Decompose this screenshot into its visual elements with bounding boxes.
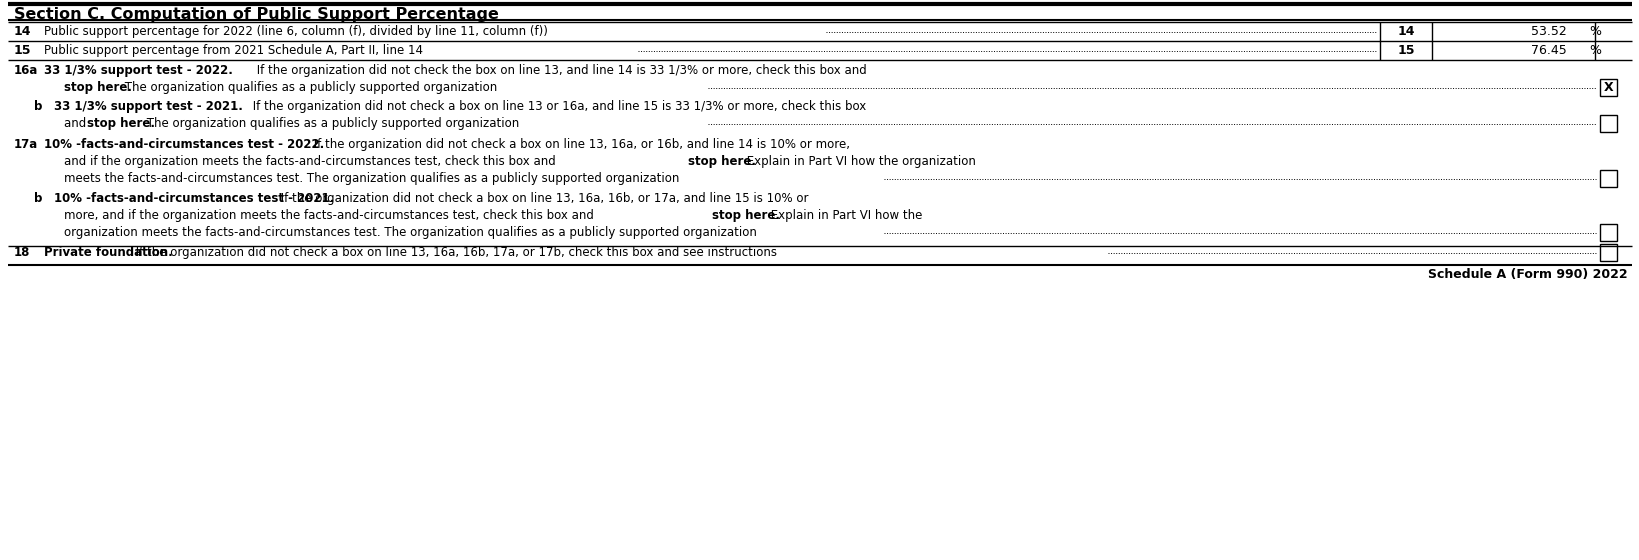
Text: 17a: 17a	[15, 138, 38, 151]
Bar	[1600, 224, 1616, 241]
Text: 15: 15	[1396, 44, 1414, 57]
Text: 33 1/3% support test - 2021.: 33 1/3% support test - 2021.	[54, 100, 243, 113]
Text: and if the organization meets the facts-and-circumstances test, check this box a: and if the organization meets the facts-…	[64, 155, 559, 168]
Text: If the organization did not check the box on line 13, and line 14 is 33 1/3% or : If the organization did not check the bo…	[252, 64, 867, 77]
Text: Public support percentage for 2022 (line 6, column (f), divided by line 11, colu: Public support percentage for 2022 (line…	[44, 25, 547, 38]
Text: 15: 15	[15, 44, 31, 57]
Text: If the organization did not check a box on line 13 or 16a, and line 15 is 33 1/3: If the organization did not check a box …	[249, 100, 865, 113]
Text: organization meets the facts-and-circumstances test. The organization qualifies : organization meets the facts-and-circums…	[64, 226, 757, 239]
Text: stop here.: stop here.	[87, 117, 156, 130]
Text: and: and	[64, 117, 90, 130]
Text: The organization qualifies as a publicly supported organization: The organization qualifies as a publicly…	[121, 81, 497, 94]
Text: 10% -facts-and-circumstances test - 2021.: 10% -facts-and-circumstances test - 2021…	[54, 192, 334, 205]
Text: Private foundation.: Private foundation.	[44, 246, 172, 259]
Text: Public support percentage from 2021 Schedule A, Part II, line 14: Public support percentage from 2021 Sche…	[44, 44, 423, 57]
Bar	[1600, 79, 1616, 96]
Text: 18: 18	[15, 246, 31, 259]
Text: Explain in Part VI how the: Explain in Part VI how the	[767, 209, 921, 222]
Bar	[1600, 115, 1616, 132]
Text: 33 1/3% support test - 2022.: 33 1/3% support test - 2022.	[44, 64, 233, 77]
Text: Explain in Part VI how the organization: Explain in Part VI how the organization	[742, 155, 975, 168]
Text: If the organization did not check a box on line 13, 16a, 16b, or 17a, and line 1: If the organization did not check a box …	[277, 192, 808, 205]
Bar	[1600, 170, 1616, 187]
Text: stop here.: stop here.	[711, 209, 780, 222]
Text: meets the facts-and-circumstances test. The organization qualifies as a publicly: meets the facts-and-circumstances test. …	[64, 172, 679, 185]
Text: The organization qualifies as a publicly supported organization: The organization qualifies as a publicly…	[143, 117, 520, 130]
Text: stop here.: stop here.	[64, 81, 131, 94]
Text: X: X	[1603, 81, 1613, 94]
Text: %: %	[1588, 44, 1600, 57]
Text: 14: 14	[15, 25, 31, 38]
Text: %: %	[1588, 25, 1600, 38]
Text: 16a: 16a	[15, 64, 38, 77]
Text: Section C. Computation of Public Support Percentage: Section C. Computation of Public Support…	[15, 7, 498, 22]
Text: Schedule A (Form 990) 2022: Schedule A (Form 990) 2022	[1428, 268, 1628, 281]
Bar	[1600, 244, 1616, 261]
Text: 53.52: 53.52	[1531, 25, 1565, 38]
Text: If the organization did not check a box on line 13, 16a, 16b, 17a, or 17b, check: If the organization did not check a box …	[131, 246, 777, 259]
Text: b: b	[34, 192, 43, 205]
Text: 14: 14	[1396, 25, 1414, 38]
Text: stop here.: stop here.	[688, 155, 756, 168]
Text: 76.45: 76.45	[1531, 44, 1565, 57]
Text: If the organization did not check a box on line 13, 16a, or 16b, and line 14 is : If the organization did not check a box …	[310, 138, 849, 151]
Text: 10% -facts-and-circumstances test - 2022.: 10% -facts-and-circumstances test - 2022…	[44, 138, 325, 151]
Text: more, and if the organization meets the facts-and-circumstances test, check this: more, and if the organization meets the …	[64, 209, 597, 222]
Text: b: b	[34, 100, 43, 113]
